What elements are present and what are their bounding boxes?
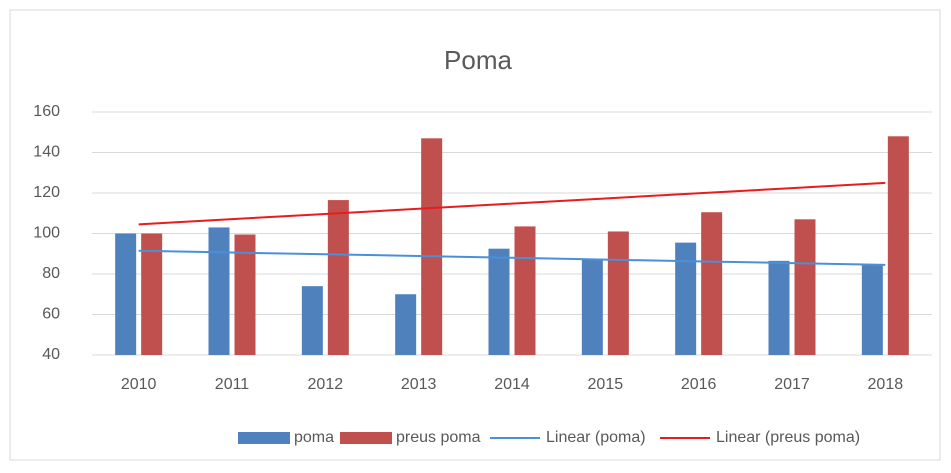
chart-border <box>9 9 941 461</box>
bar <box>115 233 137 355</box>
legend-label: poma <box>294 429 334 446</box>
bar <box>488 248 510 355</box>
bar <box>581 259 603 355</box>
bar <box>234 234 256 355</box>
bar <box>887 136 909 355</box>
x-tick-label: 2017 <box>774 376 810 393</box>
legend-swatch <box>238 432 290 444</box>
bar <box>675 242 697 355</box>
bar <box>701 212 723 355</box>
bar <box>141 233 163 355</box>
x-tick-label: 2012 <box>308 376 344 393</box>
x-tick-label: 2011 <box>215 376 250 393</box>
bar <box>327 200 349 355</box>
trend-line <box>138 249 886 266</box>
legend-label: Linear (poma) <box>546 429 646 446</box>
bar <box>607 231 629 355</box>
x-tick-label: 2018 <box>868 376 904 393</box>
bar <box>768 260 790 355</box>
bar <box>861 264 883 355</box>
bar <box>794 219 816 355</box>
legend-label: preus poma <box>396 429 481 446</box>
x-tick-label: 2010 <box>121 376 157 393</box>
chart-title: Poma <box>444 45 512 75</box>
x-tick-label: 2015 <box>588 376 624 393</box>
legend-label: Linear (preus poma) <box>716 429 860 446</box>
y-tick-label: 120 <box>33 184 60 201</box>
bar <box>514 226 536 355</box>
x-tick-label: 2014 <box>494 376 530 393</box>
bar <box>421 138 443 355</box>
bar <box>208 227 230 355</box>
bar <box>395 294 417 355</box>
y-tick-label: 140 <box>33 144 60 161</box>
y-tick-label: 40 <box>42 346 60 363</box>
legend-swatch <box>340 432 392 444</box>
trend-line <box>138 181 886 226</box>
x-tick-label: 2016 <box>681 376 717 393</box>
bar <box>301 286 323 355</box>
y-tick-label: 60 <box>42 306 60 323</box>
x-tick-label: 2013 <box>401 376 437 393</box>
y-tick-label: 160 <box>33 103 60 120</box>
y-tick-label: 100 <box>33 225 60 242</box>
y-tick-label: 80 <box>42 265 60 282</box>
